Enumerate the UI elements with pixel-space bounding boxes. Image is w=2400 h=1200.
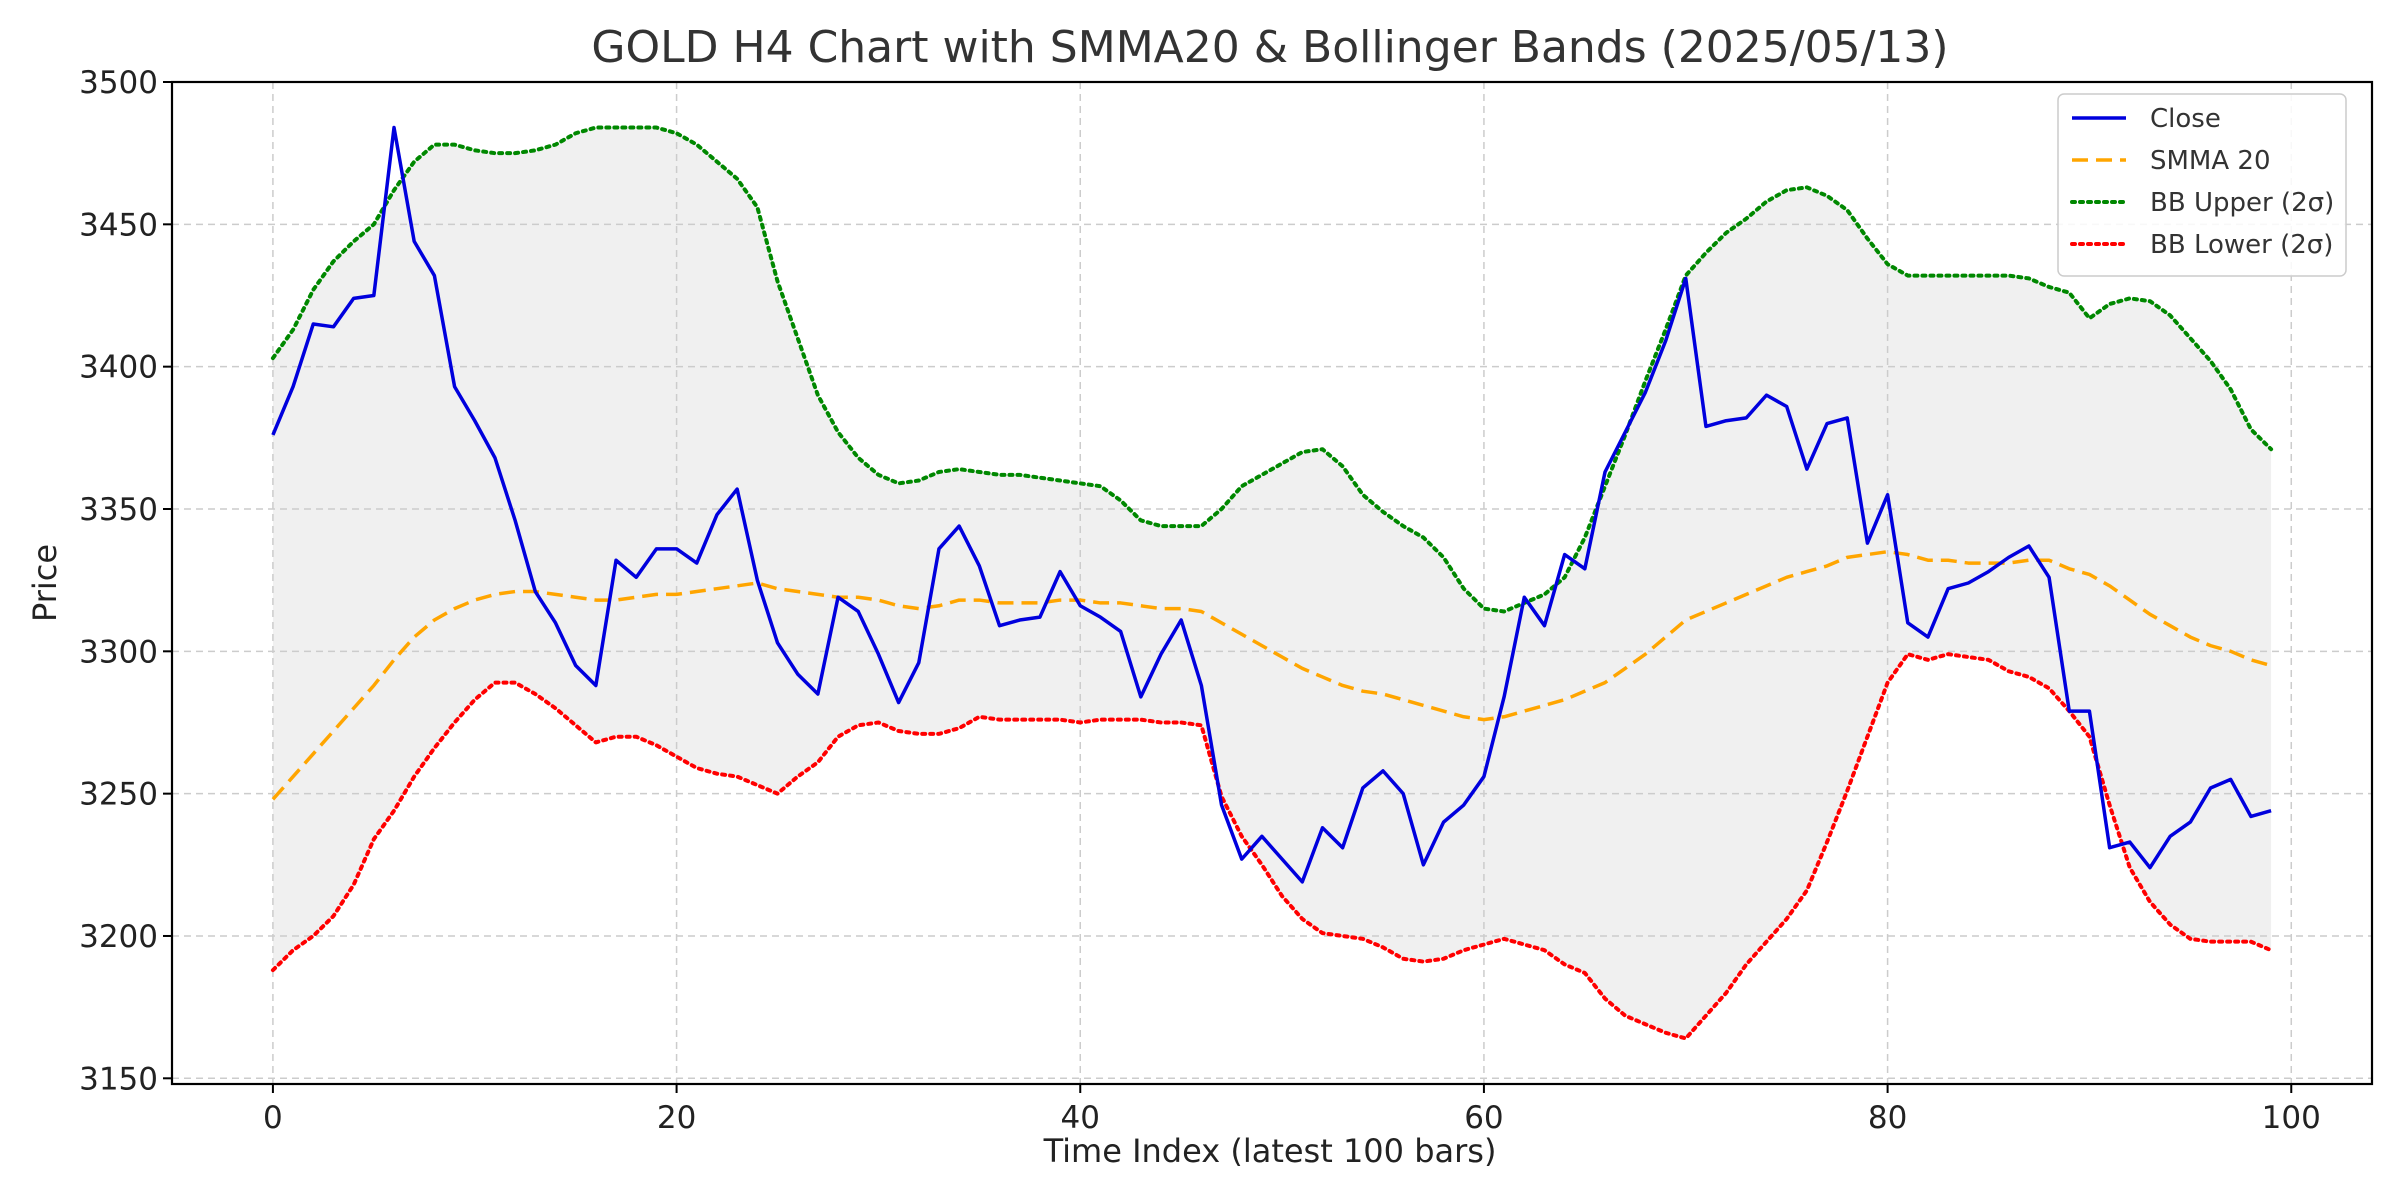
bollinger-band-fill	[272, 127, 2272, 1039]
y-tick-label: 3450	[79, 207, 158, 243]
y-tick-label: 3200	[79, 919, 158, 955]
series-lines	[270, 125, 2274, 1041]
legend-label-close: Close	[2150, 104, 2221, 134]
y-tick-label: 3500	[79, 65, 158, 101]
legend-label-smma-20: SMMA 20	[2150, 146, 2271, 176]
y-tick-label: 3300	[79, 634, 158, 670]
y-tick-label: 3350	[79, 492, 158, 528]
x-tick-label: 100	[2262, 1100, 2321, 1136]
legend-label-bb-upper-2: BB Upper (2σ)	[2150, 188, 2334, 218]
legend-label-bb-lower-2: BB Lower (2σ)	[2150, 230, 2333, 260]
y-tick-label: 3150	[79, 1061, 158, 1097]
y-tick-label: 3250	[79, 777, 158, 813]
plot-frame	[170, 80, 2374, 1086]
chart-title: GOLD H4 Chart with SMMA20 & Bollinger Ba…	[591, 22, 1948, 73]
y-axis-label: Price	[26, 544, 64, 622]
x-tick-label: 40	[1061, 1100, 1100, 1136]
band-area	[272, 127, 2272, 1039]
x-tick-label: 80	[1868, 1100, 1907, 1136]
legend: Close SMMA 20 BB Upper (2σ) BB Lower (2σ)	[2057, 93, 2347, 277]
legend-box	[2057, 93, 2347, 277]
x-tick-label: 0	[263, 1100, 283, 1136]
series-line-smma-20	[271, 549, 2272, 801]
series-line-close	[271, 125, 2272, 884]
series-line-bb-lower-2	[270, 652, 2274, 1041]
x-tick-label: 20	[657, 1100, 696, 1136]
series-line-bb-upper-2	[270, 125, 2274, 614]
y-axis: 3150 3200 3250 3300 3350 3400 3450 3500	[79, 65, 172, 1097]
y-tick-label: 3400	[79, 350, 158, 386]
x-tick-label: 60	[1464, 1100, 1503, 1136]
x-axis-label: Time Index (latest 100 bars)	[1043, 1132, 1497, 1170]
x-axis: 0 20 40 60 80 100	[263, 1084, 2321, 1136]
